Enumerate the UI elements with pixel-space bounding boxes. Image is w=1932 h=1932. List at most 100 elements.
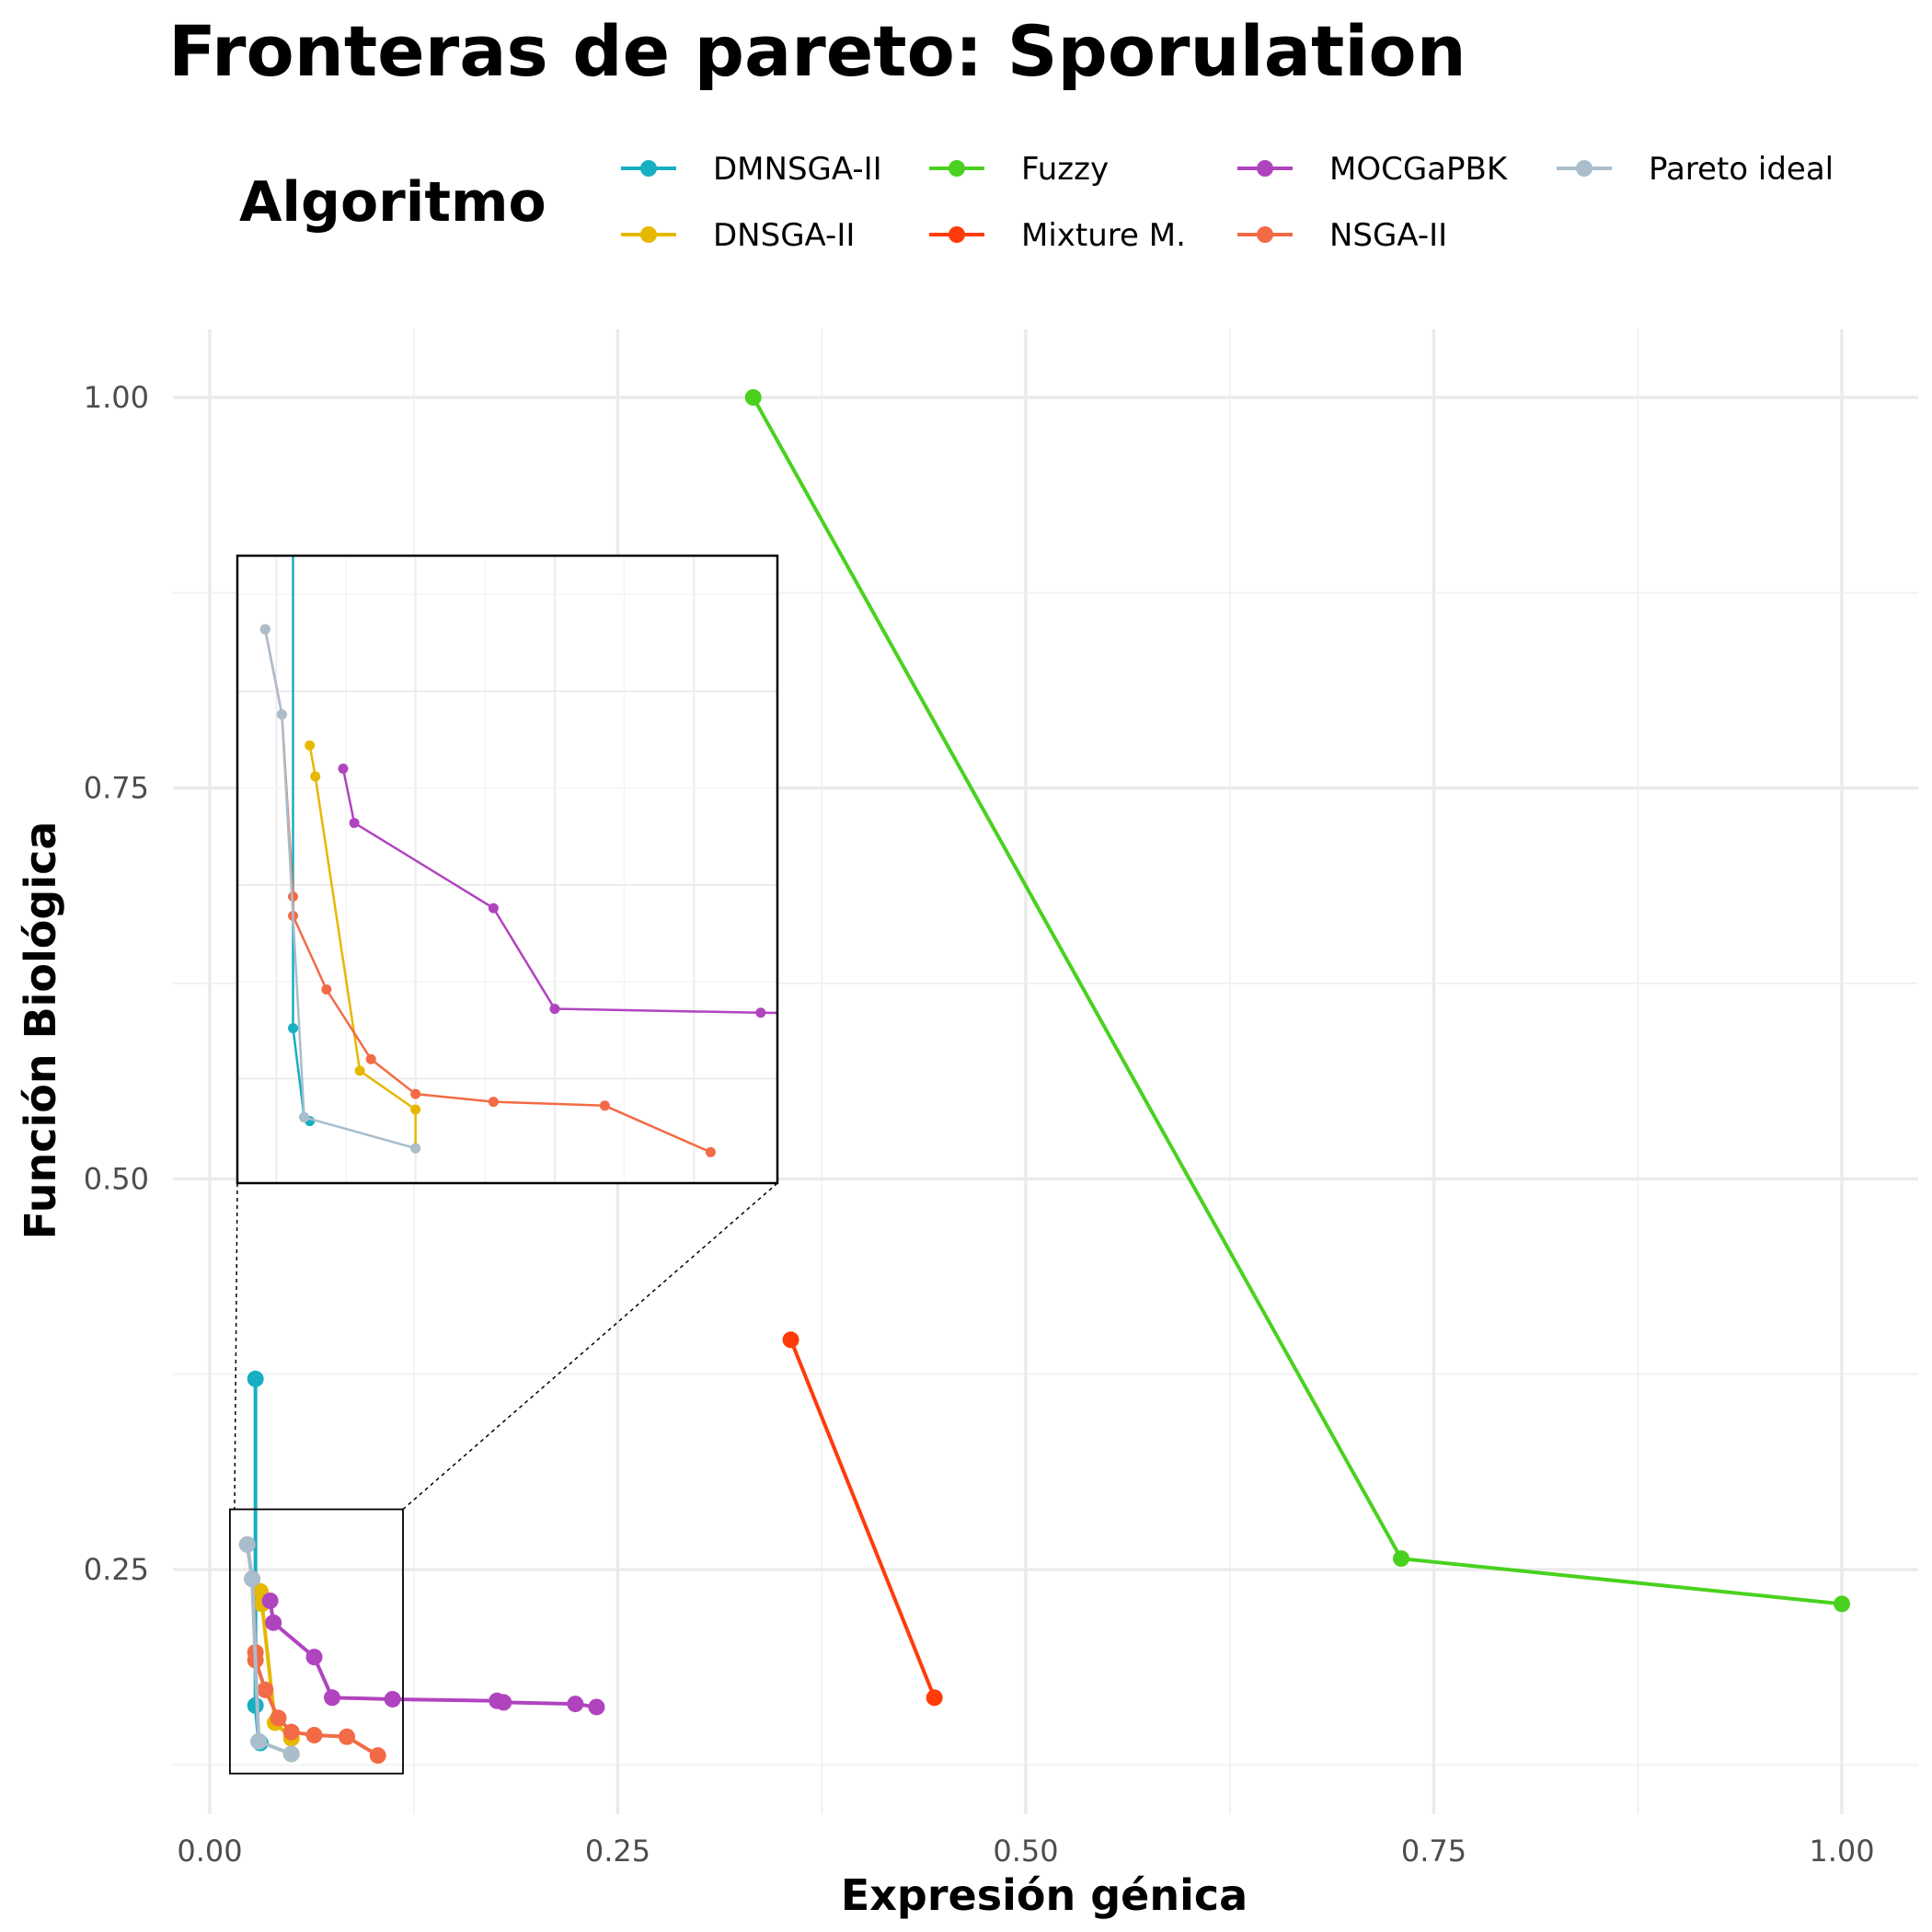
inset-data-point [549, 1004, 560, 1015]
data-point [305, 1727, 323, 1744]
data-point [926, 1689, 943, 1707]
series-pareto-ideal [238, 1535, 300, 1763]
series-mocgapbk [261, 1592, 605, 1716]
data-point [270, 1709, 287, 1727]
zoom-connector-left [234, 1182, 238, 1510]
data-point [257, 1681, 274, 1698]
x-tick-label: 0.75 [1401, 1834, 1466, 1869]
inset-data-point [259, 624, 270, 635]
legend-label: Pareto ideal [1649, 151, 1834, 188]
inset-data-point [299, 1111, 310, 1122]
inset-data-point [488, 903, 499, 914]
y-tick-label: 0.50 [84, 1161, 149, 1196]
data-point [1834, 1595, 1850, 1613]
inset-data-point [410, 1104, 421, 1115]
series-line [245, 1544, 293, 1756]
x-tick-label: 0.50 [993, 1834, 1058, 1869]
legend-label: Mixture M. [1021, 217, 1186, 254]
legend-item-dnsga-ii: DNSGA-II [621, 217, 855, 254]
y-tick-label: 0.25 [84, 1552, 149, 1587]
legend-key-point [1257, 160, 1273, 177]
legend-item-pareto-ideal: Pareto ideal [1557, 151, 1834, 188]
inset-series-pareto-ideal [259, 624, 421, 1154]
legend-item-dmnsga-ii: DMNSGA-II [621, 151, 882, 188]
inset-series-mocgapbk [338, 764, 1462, 1037]
zoom-connector-right [402, 1182, 778, 1511]
inset-data-point [705, 1146, 716, 1157]
inset-data-point [1452, 1027, 1462, 1037]
inset-data-point [310, 771, 321, 782]
zoom-rectangle [229, 1508, 404, 1775]
series-fuzzy [744, 389, 1850, 1613]
legend-label: DNSGA-II [713, 217, 855, 254]
series-line [751, 397, 1843, 1606]
inset-data-point [599, 1100, 610, 1111]
legend-key-point [949, 160, 965, 177]
data-point [744, 389, 762, 406]
inset-data-point [488, 1097, 499, 1108]
y-tick-label: 0.75 [84, 771, 149, 806]
series-line [788, 1339, 937, 1699]
x-tick-label: 0.00 [177, 1834, 242, 1869]
inset-data-point [365, 1053, 376, 1064]
y-axis-title: Función Biológica [16, 822, 65, 1240]
inset-data-point [410, 1088, 421, 1099]
data-point [247, 1370, 264, 1387]
data-point [1393, 1550, 1410, 1568]
legend-label: DMNSGA-II [713, 151, 882, 188]
data-point [588, 1698, 605, 1716]
legend-key-point [640, 226, 657, 243]
main-plot-area [238, 389, 1850, 1765]
legend-key-point [949, 226, 965, 243]
series-mixture-m [782, 1331, 943, 1707]
data-point [782, 1331, 799, 1349]
axis-ticks: 0.00 0.25 0.50 0.75 1.00 0.25 0.50 0.75 1.00 [84, 380, 1875, 1869]
inset-data-point [338, 764, 349, 775]
inset-data-point [321, 984, 332, 995]
data-point [238, 1535, 256, 1553]
legend-key-point [1257, 226, 1273, 243]
data-point [495, 1694, 512, 1711]
data-point [324, 1689, 341, 1707]
inset-data-point [288, 1023, 299, 1034]
legend-key-point [640, 160, 657, 177]
data-point [282, 1745, 300, 1763]
legend-label: NSGA-II [1329, 217, 1447, 254]
inset-data-point [349, 817, 360, 828]
x-tick-label: 1.00 [1809, 1834, 1874, 1869]
inset-data-point [410, 1143, 421, 1154]
data-point [384, 1690, 401, 1708]
inset-data-point [1379, 1019, 1389, 1029]
data-point [261, 1592, 279, 1609]
legend-key-point [1576, 160, 1593, 177]
legend-label: Fuzzy [1021, 151, 1109, 188]
data-point [250, 1732, 268, 1750]
inset-data-point [305, 740, 316, 751]
inset-data-point [1134, 1016, 1144, 1026]
legend: Algoritmo DMNSGA-II DNSGA-II Fuzzy Mixture … [239, 151, 1834, 254]
data-point [305, 1649, 323, 1666]
data-point [567, 1696, 584, 1713]
inset-background [237, 556, 777, 1183]
y-tick-label: 1.00 [84, 380, 149, 415]
inset-plot [236, 554, 1462, 1185]
data-point [282, 1723, 300, 1741]
legend-item-mocgapbk: MOCGaPBK [1237, 151, 1509, 188]
legend-label: MOCGaPBK [1329, 151, 1509, 188]
legend-item-fuzzy: Fuzzy [929, 151, 1109, 188]
x-tick-label: 0.25 [585, 1834, 650, 1869]
inset-series-group [259, 556, 1462, 1157]
data-point [339, 1728, 356, 1745]
legend-item-mixture-m: Mixture M. [929, 217, 1186, 254]
x-axis-title: Expresión génica [841, 1870, 1248, 1920]
legend-title: Algoritmo [239, 170, 546, 235]
legend-item-nsga-ii: NSGA-II [1237, 217, 1447, 254]
data-point [369, 1747, 386, 1765]
data-point [244, 1570, 261, 1588]
inset-series-line [264, 628, 416, 1150]
inset-border [236, 554, 779, 1185]
zoom-region [229, 1182, 778, 1775]
inset-data-point [755, 1007, 766, 1018]
data-point [265, 1614, 282, 1631]
